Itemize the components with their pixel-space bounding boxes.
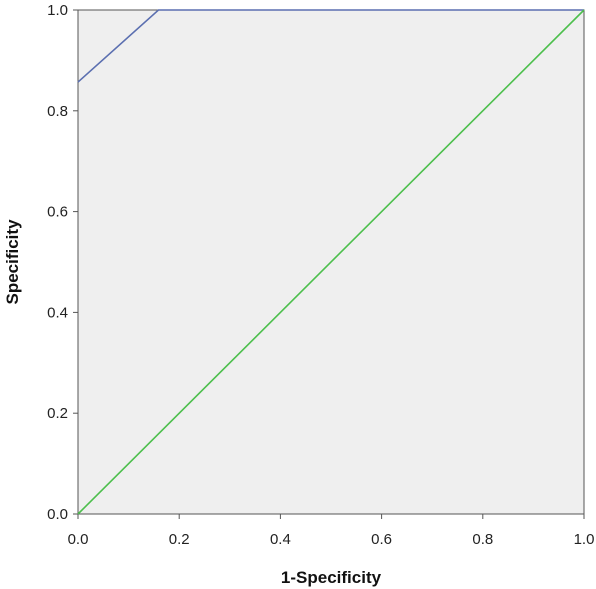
- x-axis-title: 1-Specificity: [281, 568, 382, 587]
- x-tick-label: 1.0: [574, 531, 595, 548]
- x-tick-label: 0.8: [472, 531, 493, 548]
- x-axis-ticks: 0.0 0.2 0.4 0.6 0.8 1.0: [68, 514, 595, 548]
- x-tick-label: 0.0: [68, 531, 89, 548]
- x-tick-label: 0.2: [169, 531, 190, 548]
- x-tick-label: 0.6: [371, 531, 392, 548]
- y-axis-ticks: 0.0 0.2 0.4 0.6 0.8 1.0: [47, 2, 78, 523]
- x-tick-label: 0.4: [270, 531, 291, 548]
- roc-curve-line: [77, 9, 584, 83]
- y-tick-label: 0.6: [47, 204, 68, 221]
- y-tick-label: 0.8: [47, 103, 68, 120]
- series-layer: [77, 9, 585, 515]
- y-tick-label: 0.2: [47, 405, 68, 422]
- y-tick-label: 0.4: [47, 304, 68, 321]
- y-axis-title: Specificity: [3, 219, 22, 305]
- reference-diagonal-line: [77, 9, 585, 515]
- y-tick-label: 0.0: [47, 506, 68, 523]
- y-tick-label: 1.0: [47, 2, 68, 19]
